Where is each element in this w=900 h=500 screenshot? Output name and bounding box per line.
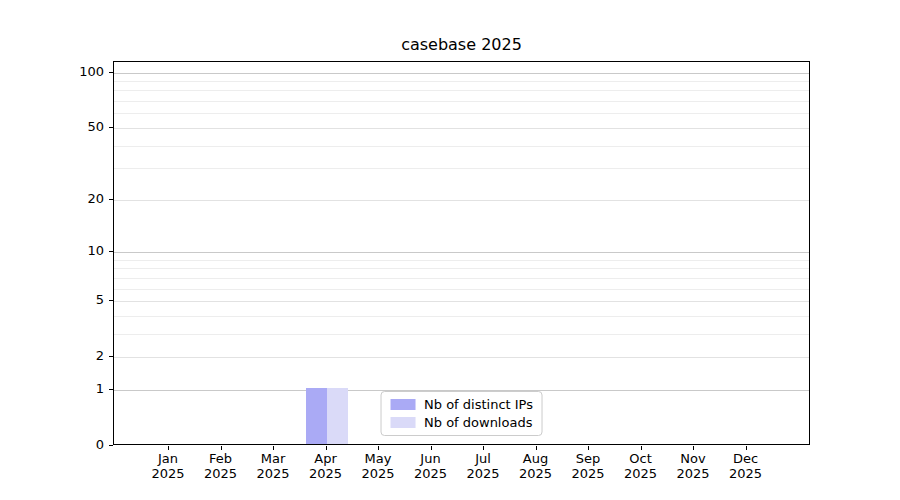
y-tick-label: 20 — [44, 191, 104, 207]
x-tick-mark — [273, 446, 274, 450]
y-tick-mark — [109, 127, 113, 128]
chart-figure: casebase 2025 Nb of distinct IPs Nb of do… — [0, 0, 900, 500]
x-tick-mark — [746, 446, 747, 450]
y-tick-label: 10 — [44, 243, 104, 259]
legend-label: Nb of downloads — [424, 415, 532, 430]
y-tick-mark — [109, 300, 113, 301]
x-tick-mark — [483, 446, 484, 450]
y-tick-label: 5 — [44, 292, 104, 308]
y-tick-label: 1 — [44, 381, 104, 397]
legend-item: Nb of distinct IPs — [390, 397, 533, 412]
x-tick-mark — [168, 446, 169, 450]
x-tick-mark — [431, 446, 432, 450]
bar-nb-of-downloads — [327, 388, 348, 444]
x-tick-mark — [326, 446, 327, 450]
legend-label: Nb of distinct IPs — [424, 397, 533, 412]
x-tick-mark — [641, 446, 642, 450]
x-tick-mark — [588, 446, 589, 450]
y-tick-label: 0 — [44, 437, 104, 453]
bars-layer — [114, 62, 809, 444]
y-tick-mark — [109, 356, 113, 357]
legend-swatch — [390, 417, 415, 428]
y-tick-label: 50 — [44, 119, 104, 135]
legend: Nb of distinct IPs Nb of downloads — [380, 391, 543, 436]
y-tick-label: 2 — [44, 348, 104, 364]
x-tick-mark — [378, 446, 379, 450]
bar-nb-of-distinct-ips — [306, 388, 327, 444]
y-tick-mark — [109, 199, 113, 200]
y-tick-mark — [109, 389, 113, 390]
chart-title: casebase 2025 — [113, 35, 810, 54]
x-tick-mark — [221, 446, 222, 450]
legend-item: Nb of downloads — [390, 415, 533, 430]
legend-swatch — [390, 399, 415, 410]
y-tick-mark — [109, 445, 113, 446]
x-tick-label: Dec2025 — [714, 451, 778, 481]
x-tick-month: Dec — [714, 451, 778, 466]
y-tick-label: 100 — [44, 64, 104, 80]
y-tick-mark — [109, 251, 113, 252]
y-tick-mark — [109, 72, 113, 73]
x-tick-year: 2025 — [714, 466, 778, 481]
x-tick-mark — [536, 446, 537, 450]
x-tick-mark — [693, 446, 694, 450]
plot-area: Nb of distinct IPs Nb of downloads — [113, 61, 810, 445]
